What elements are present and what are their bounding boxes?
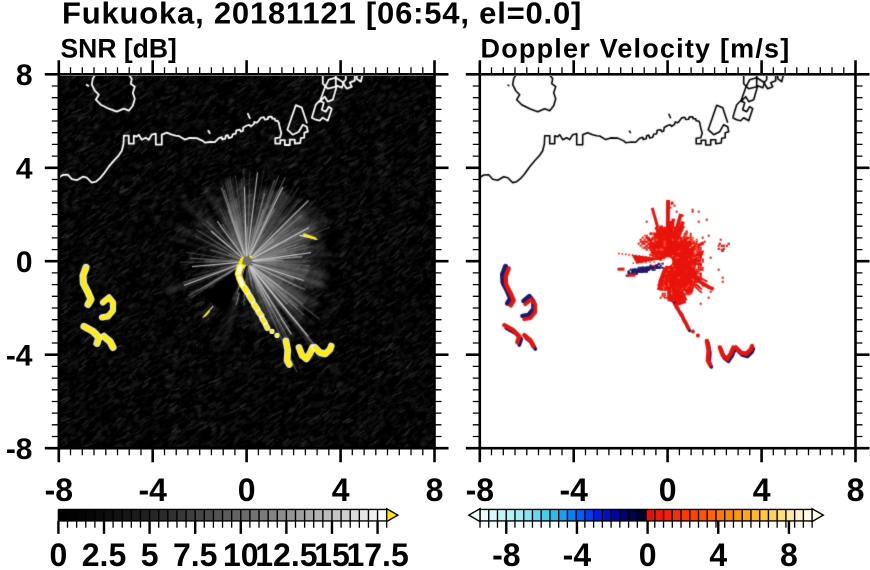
svg-text:15: 15 (314, 537, 350, 570)
svg-text:-4: -4 (6, 340, 33, 373)
svg-text:8: 8 (780, 537, 798, 570)
svg-text:10: 10 (223, 537, 259, 570)
svg-text:0: 0 (659, 472, 677, 508)
svg-text:-8: -8 (6, 433, 33, 466)
svg-text:17.5: 17.5 (346, 537, 408, 570)
svg-text:-4: -4 (563, 537, 592, 570)
svg-text:0: 0 (238, 472, 256, 508)
svg-text:-4: -4 (138, 472, 167, 508)
svg-text:-8: -8 (45, 472, 73, 508)
svg-text:0: 0 (50, 537, 68, 570)
svg-text:12.5: 12.5 (255, 537, 317, 570)
svg-text:4: 4 (332, 472, 350, 508)
svg-text:7.5: 7.5 (173, 537, 217, 570)
svg-text:-4: -4 (559, 472, 588, 508)
svg-text:4: 4 (16, 153, 33, 186)
svg-text:4: 4 (753, 472, 771, 508)
svg-text:0: 0 (16, 246, 33, 279)
svg-text:4: 4 (709, 537, 727, 570)
svg-text:SNR [dB]: SNR [dB] (61, 34, 177, 64)
svg-text:5: 5 (141, 537, 159, 570)
svg-text:8: 8 (847, 472, 865, 508)
svg-text:8: 8 (426, 472, 444, 508)
svg-text:Doppler Velocity [m/s]: Doppler Velocity [m/s] (481, 34, 791, 64)
svg-text:-8: -8 (492, 537, 520, 570)
svg-text:8: 8 (16, 59, 33, 92)
svg-text:2.5: 2.5 (82, 537, 126, 570)
svg-text:Fukuoka, 20181121 [06:54, el=0: Fukuoka, 20181121 [06:54, el=0.0] (62, 0, 582, 31)
svg-text:0: 0 (639, 537, 657, 570)
svg-text:-8: -8 (466, 472, 494, 508)
